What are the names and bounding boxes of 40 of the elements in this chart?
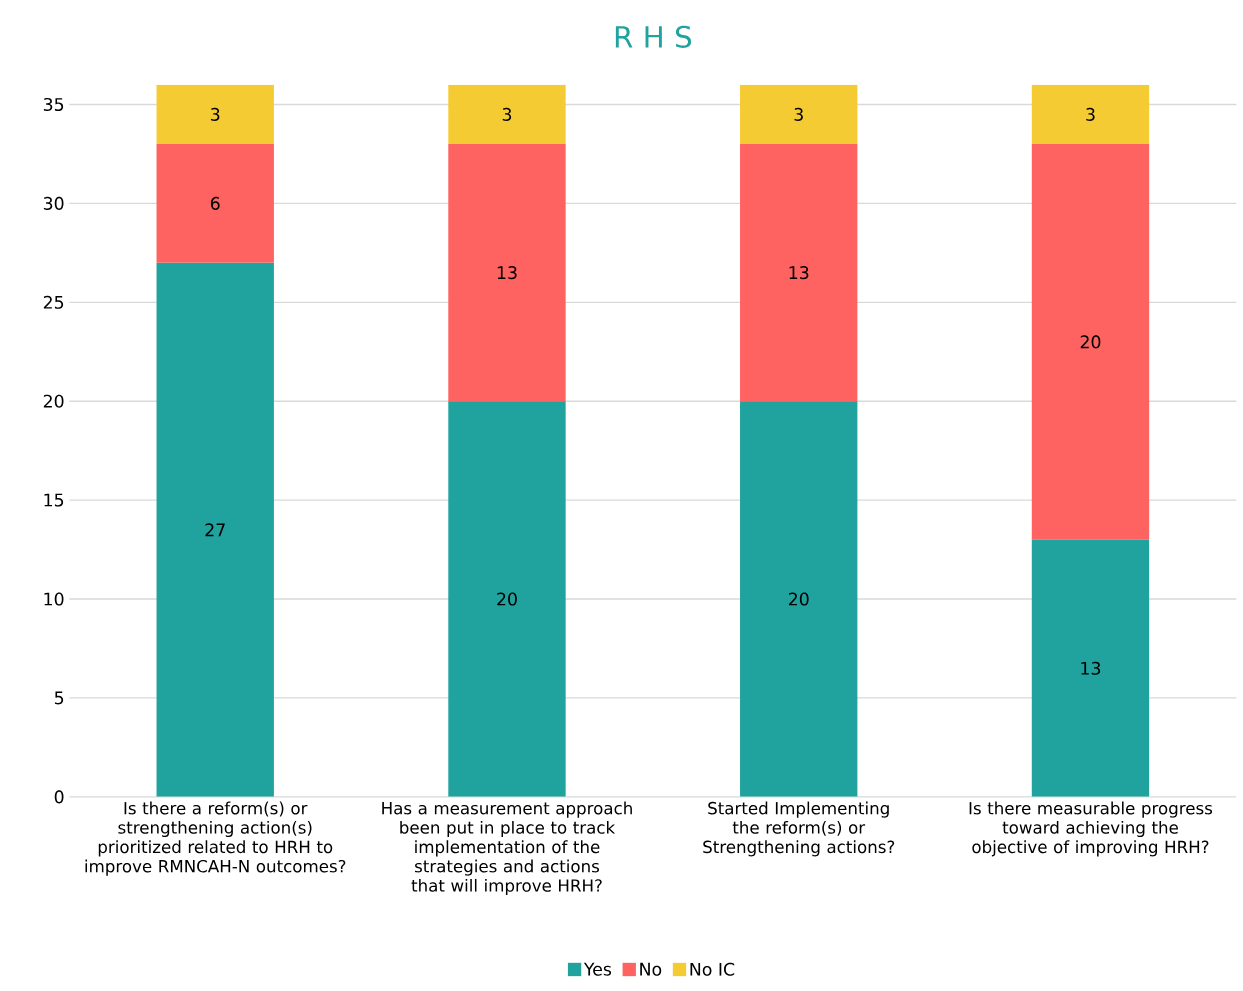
y-tick-label: 35 xyxy=(43,97,64,112)
y-tick-label: 0 xyxy=(54,790,64,804)
y-tick-label: 25 xyxy=(43,295,64,309)
bar xyxy=(448,401,566,797)
data-label: 13 xyxy=(789,266,809,280)
y-tick-label: 5 xyxy=(54,691,64,705)
x-tick-label: Has a measurement approach been put in place to track implementation of the strategies and actions that will improve HRH? xyxy=(382,801,632,896)
y-tick-label: 15 xyxy=(44,493,64,507)
bar xyxy=(448,144,566,402)
data-label: 13 xyxy=(497,266,517,280)
data-label: 3 xyxy=(794,107,803,121)
legend-label: No xyxy=(640,962,662,976)
bar xyxy=(1031,144,1150,540)
data-label: 3 xyxy=(502,107,512,121)
bar xyxy=(740,84,858,145)
data-label: 20 xyxy=(788,592,809,606)
bar xyxy=(156,84,274,145)
y-tick-label: 30 xyxy=(43,196,64,210)
y-tick-label: 10 xyxy=(44,592,64,606)
data-label: 20 xyxy=(1080,335,1101,349)
bar xyxy=(156,144,274,263)
bar xyxy=(156,262,274,797)
bar xyxy=(448,84,566,145)
y-tick-label: 20 xyxy=(43,394,64,408)
data-label: 27 xyxy=(205,523,225,537)
data-label: 6 xyxy=(210,196,220,210)
bar xyxy=(1031,539,1150,797)
chart-title: R H S xyxy=(615,25,692,48)
x-tick-label: Is there measurable progress toward achieving the objective of improving HRH? xyxy=(969,801,1213,857)
x-tick-label: Is there a reform(s) or strengthening action(s) prioritized related to HRH to improve RMNCAH-N outcomes? xyxy=(85,801,346,876)
x-tick-label: Started Implementing the reform(s) or Strengthening actions? xyxy=(703,801,895,857)
legend-label: Yes xyxy=(583,962,612,976)
data-label: 3 xyxy=(1086,107,1095,121)
bar xyxy=(1031,84,1150,145)
bar xyxy=(740,144,858,402)
legend-label: No IC xyxy=(690,962,735,976)
bar xyxy=(740,401,858,797)
data-label: 13 xyxy=(1081,661,1101,675)
data-label: 3 xyxy=(211,107,220,121)
data-label: 20 xyxy=(497,592,517,606)
